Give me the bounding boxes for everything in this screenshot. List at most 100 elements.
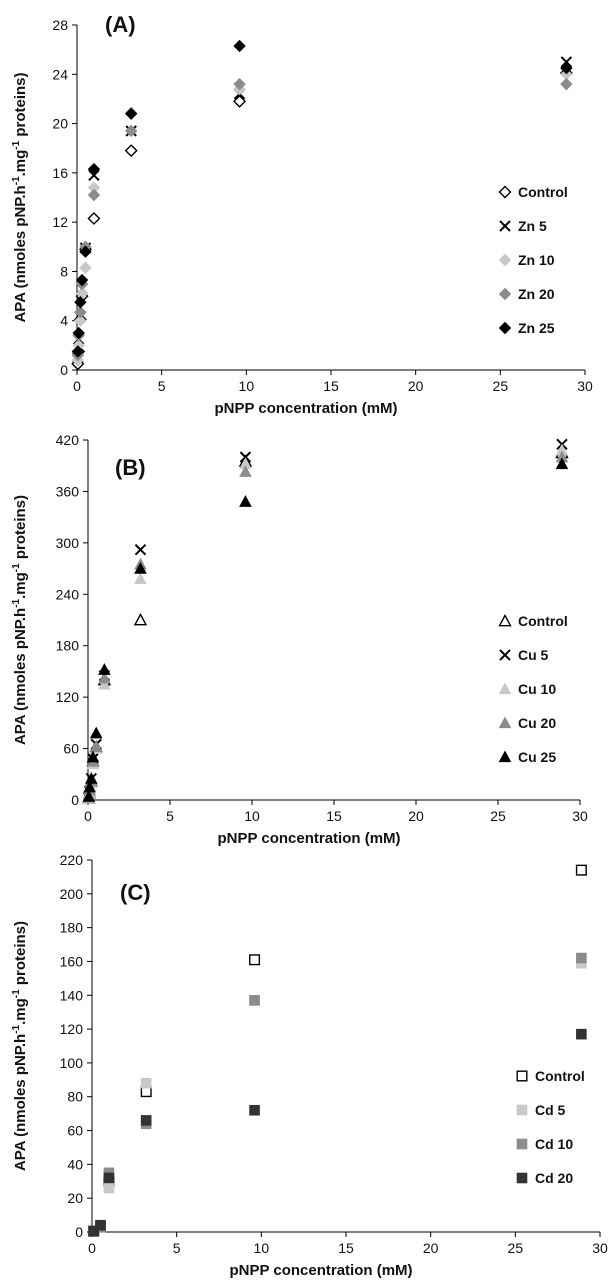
series-zn-5: [72, 56, 573, 364]
x-tick-label: 5: [158, 378, 166, 394]
data-point: [560, 77, 573, 91]
y-tick-label: 420: [56, 432, 80, 448]
data-point: [124, 124, 138, 138]
series-control: [71, 66, 573, 371]
legend-label: Cd 5: [535, 1102, 566, 1118]
chart-panel-1: 0 4 8 12 16 20 24 28 0 5 10 15 20 25 30 pNPP concentrat…: [11, 12, 593, 417]
data-point: [103, 1172, 115, 1184]
x-axis-title: pNPP concentration (mM): [214, 400, 397, 417]
data-point: [79, 245, 92, 258]
legend-marker: [516, 1070, 528, 1082]
chart-panel-3: 0 20 40 60 80 100 120 140 160 180 200 220 0 5 10 15 20 25…: [11, 852, 608, 1279]
x-tick-label: 30: [592, 1240, 608, 1256]
data-point: [84, 772, 98, 784]
data-point: [239, 495, 252, 507]
y-tick-label: 120: [56, 689, 80, 705]
data-point: [134, 572, 147, 585]
data-point: [233, 39, 246, 53]
y-tick-label: 0: [60, 362, 68, 378]
x-tick-label: 30: [572, 808, 588, 824]
y-tick-label: 8: [60, 263, 68, 279]
y-tick-label: 160: [60, 953, 84, 969]
y-tick-label: 60: [67, 1123, 83, 1139]
data-point: [74, 296, 87, 309]
data-point: [82, 790, 96, 802]
legend-label: Zn 25: [518, 320, 555, 336]
y-tick-label: 0: [71, 792, 79, 808]
series-zn-25: [71, 39, 573, 358]
x-tick-label: 10: [254, 1240, 270, 1256]
x-tick-label: 20: [408, 378, 424, 394]
legend-marker: [499, 649, 511, 661]
data-point: [98, 663, 111, 675]
data-point: [86, 750, 100, 763]
legend-label: Cu 5: [518, 647, 549, 663]
x-tick-label: 25: [490, 808, 506, 824]
data-point: [72, 326, 85, 340]
x-axis-title: pNPP concentration (mM): [229, 1262, 412, 1279]
data-point: [249, 954, 261, 966]
legend-label: Cu 20: [518, 715, 556, 731]
data-point: [88, 1225, 99, 1237]
series-control: [82, 445, 569, 804]
legend-label: Cu 10: [518, 681, 556, 697]
y-tick-label: 200: [60, 886, 84, 902]
x-tick-label: 10: [239, 378, 255, 394]
legend-marker: [498, 750, 512, 763]
x-axis-title: pNPP concentration (mM): [217, 830, 400, 847]
panel-label: (C): [120, 880, 151, 905]
y-tick-label: 120: [60, 1021, 84, 1037]
y-tick-label: 24: [52, 66, 68, 82]
legend-label: Cd 10: [535, 1136, 573, 1152]
y-tick-label: 100: [60, 1055, 84, 1071]
data-point: [140, 1115, 152, 1126]
data-point: [249, 1104, 260, 1116]
data-point: [98, 671, 111, 684]
data-point: [555, 457, 569, 470]
data-point: [103, 1182, 115, 1194]
data-point: [79, 261, 92, 274]
y-axis-title: APA (nmoles pNP.h-1.mg-1 proteins): [11, 72, 29, 322]
x-tick-label: 20: [408, 808, 424, 824]
legend-marker: [498, 185, 512, 199]
legend-label: Control: [535, 1068, 585, 1084]
x-tick-label: 30: [577, 378, 593, 394]
y-tick-label: 140: [60, 987, 84, 1003]
data-point: [87, 162, 101, 176]
legend-marker: [498, 682, 512, 695]
y-axis-title: APA (nmoles pNP.h-1.mg-1 proteins): [11, 921, 29, 1171]
data-point: [124, 144, 138, 158]
series-cu-25: [82, 457, 569, 802]
y-tick-label: 80: [67, 1089, 83, 1105]
legend-label: Control: [518, 184, 568, 200]
panel-label: (A): [105, 12, 136, 37]
y-tick-label: 40: [67, 1156, 83, 1172]
y-tick-label: 4: [60, 313, 68, 329]
legend-marker: [498, 716, 512, 729]
x-tick-label: 25: [508, 1240, 524, 1256]
panel-label: (B): [115, 455, 146, 480]
legend-label: Zn 5: [518, 218, 547, 234]
y-tick-label: 16: [52, 165, 68, 181]
data-point: [133, 613, 148, 626]
y-tick-label: 360: [56, 483, 80, 499]
series-cd-10: [88, 952, 587, 1237]
data-point: [98, 677, 111, 690]
y-tick-label: 180: [60, 920, 84, 936]
data-point: [71, 345, 85, 358]
x-tick-label: 15: [323, 378, 339, 394]
x-tick-label: 25: [493, 378, 509, 394]
series-cu-5: [83, 438, 568, 804]
legend-marker: [516, 1104, 528, 1116]
legend-label: Cu 25: [518, 749, 556, 765]
y-tick-label: 220: [60, 852, 84, 868]
y-tick-label: 20: [52, 116, 68, 132]
x-tick-label: 15: [338, 1240, 354, 1256]
y-tick-label: 0: [75, 1224, 83, 1240]
x-tick-label: 5: [166, 808, 174, 824]
x-tick-label: 0: [84, 808, 92, 824]
data-point: [576, 1028, 587, 1040]
chart-panel-2: 0 60 120 180 240 300 360 420 0 5 10 15 20 25 30 pNPP co…: [11, 432, 588, 847]
data-point: [239, 465, 252, 477]
series-cu-10: [82, 443, 569, 804]
